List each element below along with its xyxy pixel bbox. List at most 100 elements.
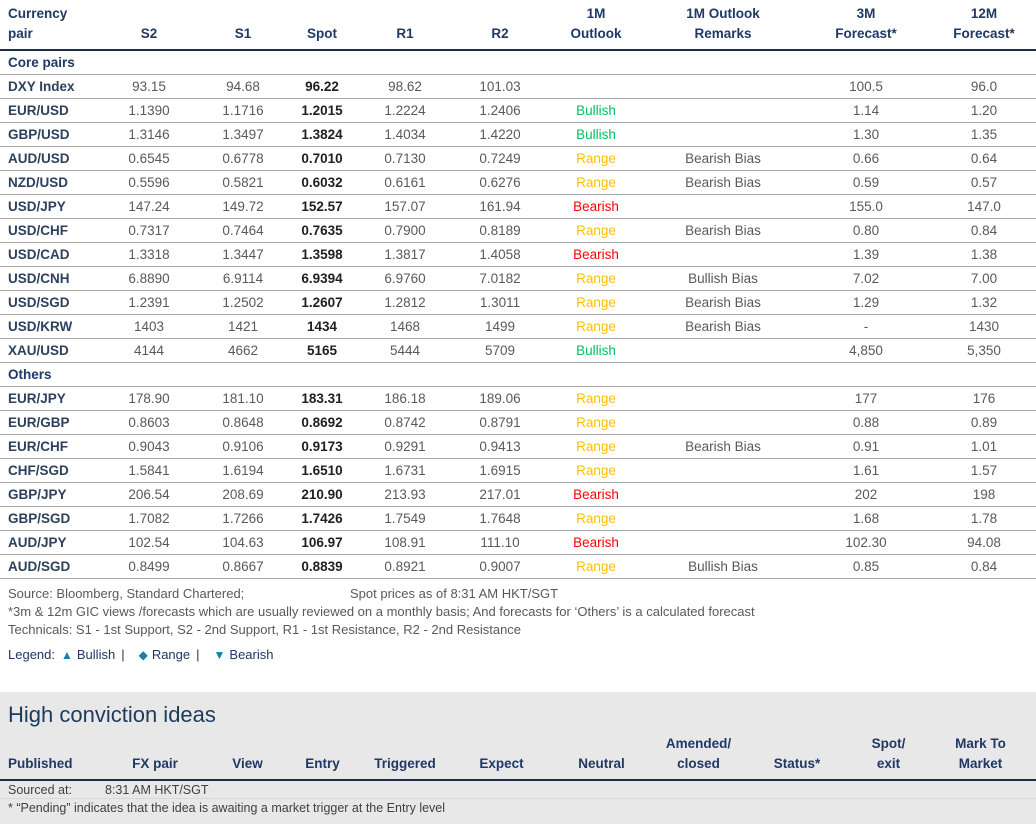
r1-value: 1.6731	[356, 458, 454, 483]
outlook-remarks-value	[646, 482, 800, 507]
s1-value: 0.6778	[198, 146, 288, 171]
spot-value: 0.8839	[288, 554, 356, 579]
high-conviction-panel: High conviction ideas Published FX pair …	[0, 691, 1036, 824]
currency-pair-label: EUR/JPY	[0, 386, 100, 411]
header-s1: S1	[198, 0, 288, 52]
outlook-1m-value: Bearish	[546, 482, 646, 507]
fx-row-gbp-jpy: GBP/JPY 206.54 208.69 210.90 213.93 217.01 Bea…	[0, 482, 1036, 507]
spot-value: 1.2607	[288, 290, 356, 315]
bearish-triangle-down-icon: ▼	[213, 647, 226, 662]
forecast-12m-value: 7.00	[932, 266, 1036, 291]
outlook-1m-value: Range	[546, 170, 646, 195]
spot-value: 0.6032	[288, 170, 356, 195]
forecast-3m-value: 0.88	[800, 410, 932, 435]
s2-value: 93.15	[100, 74, 198, 99]
s2-value: 1.1390	[100, 98, 198, 123]
fx-row-usd-chf: USD/CHF 0.7317 0.7464 0.7635 0.7900 0.8189 Ran…	[0, 218, 1036, 243]
fx-row-gbp-usd: GBP/USD 1.3146 1.3497 1.3824 1.4034 1.4220 Bul…	[0, 122, 1036, 147]
s2-value: 1403	[100, 314, 198, 339]
header-3m-forecast: 3M Forecast*	[800, 0, 932, 52]
s2-value: 178.90	[100, 386, 198, 411]
fx-row-eur-gbp: EUR/GBP 0.8603 0.8648 0.8692 0.8742 0.8791 Ran…	[0, 410, 1036, 435]
currency-pair-label: DXY Index	[0, 74, 100, 99]
forecast-3m-value: 4,850	[800, 338, 932, 363]
forecast-12m-value: 1.78	[932, 506, 1036, 531]
currency-pair-label: USD/KRW	[0, 314, 100, 339]
r2-value: 1.2406	[454, 98, 546, 123]
fx-row-dxy-index: DXY Index 93.15 94.68 96.22 98.62 101.03 100.5…	[0, 74, 1036, 99]
forecast-3m-value: 1.61	[800, 458, 932, 483]
hc-header-entry: Entry	[290, 731, 355, 782]
r1-value: 1.4034	[356, 122, 454, 147]
forecast-3m-value: 0.66	[800, 146, 932, 171]
technicals-note: Technicals: S1 - 1st Support, S2 - 2nd S…	[8, 621, 522, 637]
currency-pair-label: CHF/SGD	[0, 458, 100, 483]
forecast-3m-value: 177	[800, 386, 932, 411]
fx-row-gbp-sgd: GBP/SGD 1.7082 1.7266 1.7426 1.7549 1.7648 Ran…	[0, 506, 1036, 531]
outlook-1m-value	[546, 74, 646, 99]
r1-value: 98.62	[356, 74, 454, 99]
outlook-remarks-value	[646, 410, 800, 435]
r1-value: 6.9760	[356, 266, 454, 291]
forecast-12m-value: 147.0	[932, 194, 1036, 219]
r1-value: 1468	[356, 314, 454, 339]
outlook-1m-value: Range	[546, 314, 646, 339]
r2-value: 0.9007	[454, 554, 546, 579]
header-currency-pair: Currency pair	[0, 0, 100, 52]
fx-table-header-row: Currency pair S2 S1 Spot R1 R2 1M Outloo…	[0, 0, 1036, 52]
r2-value: 5709	[454, 338, 546, 363]
fx-row-usd-jpy: USD/JPY 147.24 149.72 152.57 157.07 161.94 Bea…	[0, 194, 1036, 219]
forecast-3m-value: 1.39	[800, 242, 932, 267]
r1-value: 0.8742	[356, 410, 454, 435]
s1-value: 6.9114	[198, 266, 288, 291]
s1-value: 0.5821	[198, 170, 288, 195]
spot-value: 1434	[288, 314, 356, 339]
outlook-remarks-value	[646, 386, 800, 411]
forecast-12m-value: 0.64	[932, 146, 1036, 171]
currency-pair-label: USD/CHF	[0, 218, 100, 243]
currency-pair-label: EUR/GBP	[0, 410, 100, 435]
outlook-1m-value: Bearish	[546, 242, 646, 267]
spot-value: 1.6510	[288, 458, 356, 483]
fx-row-eur-usd: EUR/USD 1.1390 1.1716 1.2015 1.2224 1.2406 Bul…	[0, 98, 1036, 123]
r2-value: 1.6915	[454, 458, 546, 483]
sourced-at-value: 8:31 AM HKT/SGT	[105, 783, 209, 798]
r1-value: 1.7549	[356, 506, 454, 531]
r2-value: 161.94	[454, 194, 546, 219]
spot-value: 96.22	[288, 74, 356, 99]
fx-row-aud-usd: AUD/USD 0.6545 0.6778 0.7010 0.7130 0.7249 Ran…	[0, 146, 1036, 171]
forecast-12m-value: 1.38	[932, 242, 1036, 267]
spot-value: 1.7426	[288, 506, 356, 531]
s1-value: 1.7266	[198, 506, 288, 531]
r2-value: 1.3011	[454, 290, 546, 315]
outlook-remarks-value	[646, 338, 800, 363]
s1-value: 149.72	[198, 194, 288, 219]
outlook-1m-value: Bullish	[546, 122, 646, 147]
currency-pair-label: NZD/USD	[0, 170, 100, 195]
r1-value: 186.18	[356, 386, 454, 411]
forecast-12m-value: 1.01	[932, 434, 1036, 459]
r1-value: 0.7900	[356, 218, 454, 243]
hc-header-mark-to-market: Mark To Market	[925, 731, 1036, 782]
r2-value: 1.7648	[454, 506, 546, 531]
section-label: Core pairs	[0, 50, 1036, 75]
s2-value: 0.7317	[100, 218, 198, 243]
outlook-1m-value: Range	[546, 266, 646, 291]
r2-value: 1.4220	[454, 122, 546, 147]
r2-value: 217.01	[454, 482, 546, 507]
hc-header-spot-exit: Spot/ exit	[852, 731, 925, 782]
outlook-remarks-value	[646, 122, 800, 147]
forecast-12m-value: 1.57	[932, 458, 1036, 483]
outlook-remarks-value: Bullish Bias	[646, 266, 800, 291]
outlook-1m-value: Range	[546, 434, 646, 459]
s1-value: 4662	[198, 338, 288, 363]
hc-header-row: Published FX pair View Entry Triggered E…	[0, 731, 1036, 782]
s2-value: 0.9043	[100, 434, 198, 459]
fx-row-chf-sgd: CHF/SGD 1.5841 1.6194 1.6510 1.6731 1.6915 Ran…	[0, 458, 1036, 483]
r1-value: 1.3817	[356, 242, 454, 267]
s1-value: 0.8667	[198, 554, 288, 579]
legend-bullish-label: Bullish	[76, 646, 116, 662]
fx-row-nzd-usd: NZD/USD 0.5596 0.5821 0.6032 0.6161 0.6276 Ran…	[0, 170, 1036, 195]
fx-row-eur-jpy: EUR/JPY 178.90 181.10 183.31 186.18 189.06 Ran…	[0, 386, 1036, 411]
legend-separator: |	[121, 646, 125, 662]
